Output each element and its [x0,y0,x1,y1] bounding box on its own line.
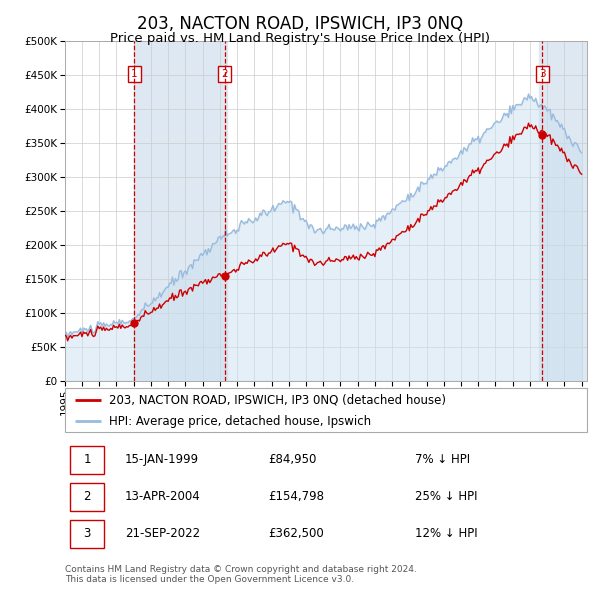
Text: £84,950: £84,950 [268,453,317,466]
Text: 203, NACTON ROAD, IPSWICH, IP3 0NQ: 203, NACTON ROAD, IPSWICH, IP3 0NQ [137,15,463,34]
FancyBboxPatch shape [70,520,104,548]
Text: 21-SEP-2022: 21-SEP-2022 [125,527,200,540]
Bar [539,41,587,381]
Text: £154,798: £154,798 [268,490,325,503]
FancyBboxPatch shape [70,445,104,474]
Text: 12% ↓ HPI: 12% ↓ HPI [415,527,477,540]
FancyBboxPatch shape [70,483,104,511]
FancyBboxPatch shape [65,388,587,432]
Text: 3: 3 [83,527,91,540]
Text: 2: 2 [83,490,91,503]
Text: 203, NACTON ROAD, IPSWICH, IP3 0NQ (detached house): 203, NACTON ROAD, IPSWICH, IP3 0NQ (deta… [109,393,446,406]
Text: 7% ↓ HPI: 7% ↓ HPI [415,453,470,466]
Text: 3: 3 [539,69,545,79]
Text: 15-JAN-1999: 15-JAN-1999 [125,453,199,466]
Text: Price paid vs. HM Land Registry's House Price Index (HPI): Price paid vs. HM Land Registry's House … [110,32,490,45]
Text: £362,500: £362,500 [268,527,324,540]
Text: 1: 1 [83,453,91,466]
Text: 2: 2 [221,69,228,79]
Text: 13-APR-2004: 13-APR-2004 [125,490,200,503]
Text: Contains HM Land Registry data © Crown copyright and database right 2024.
This d: Contains HM Land Registry data © Crown c… [65,565,416,584]
Bar [134,41,227,381]
Text: HPI: Average price, detached house, Ipswich: HPI: Average price, detached house, Ipsw… [109,415,371,428]
Text: 25% ↓ HPI: 25% ↓ HPI [415,490,477,503]
Text: 1: 1 [131,69,138,79]
